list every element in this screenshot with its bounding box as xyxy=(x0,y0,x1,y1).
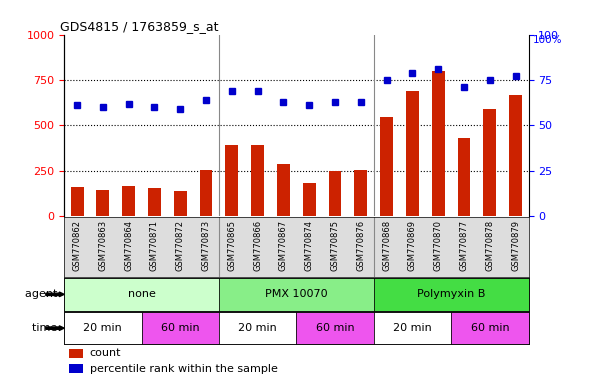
Text: 20 min: 20 min xyxy=(238,323,277,333)
Text: GSM770862: GSM770862 xyxy=(73,220,81,271)
Bar xyxy=(406,91,419,216)
Bar xyxy=(148,188,161,216)
Bar xyxy=(483,109,496,216)
Text: GSM770870: GSM770870 xyxy=(434,220,443,271)
Text: GSM770864: GSM770864 xyxy=(124,220,133,271)
Bar xyxy=(458,138,470,216)
Bar xyxy=(354,170,367,216)
Bar xyxy=(200,170,213,216)
Text: 100%: 100% xyxy=(533,35,563,45)
Text: GSM770868: GSM770868 xyxy=(382,220,391,271)
Text: agent: agent xyxy=(25,289,61,300)
Text: GSM770874: GSM770874 xyxy=(305,220,313,271)
Text: GSM770867: GSM770867 xyxy=(279,220,288,271)
Text: count: count xyxy=(90,348,121,358)
Text: GDS4815 / 1763859_s_at: GDS4815 / 1763859_s_at xyxy=(59,20,218,33)
Bar xyxy=(97,190,109,216)
Bar xyxy=(329,171,342,216)
Bar xyxy=(225,146,238,216)
Text: GSM770871: GSM770871 xyxy=(150,220,159,271)
Bar xyxy=(64,312,142,344)
Text: GSM770879: GSM770879 xyxy=(511,220,520,271)
Text: GSM770869: GSM770869 xyxy=(408,220,417,271)
Text: GSM770877: GSM770877 xyxy=(459,220,469,271)
Bar xyxy=(296,312,374,344)
Bar xyxy=(69,364,82,373)
Bar xyxy=(303,182,316,216)
Bar xyxy=(432,71,445,216)
Text: none: none xyxy=(128,289,155,300)
Text: PMX 10070: PMX 10070 xyxy=(265,289,327,300)
Text: 60 min: 60 min xyxy=(470,323,509,333)
Bar xyxy=(251,146,264,216)
Bar xyxy=(451,312,529,344)
Text: GSM770878: GSM770878 xyxy=(485,220,494,271)
Bar xyxy=(69,349,82,358)
Bar xyxy=(380,117,393,216)
Text: GSM770865: GSM770865 xyxy=(227,220,236,271)
Bar xyxy=(219,278,374,311)
Bar xyxy=(219,312,296,344)
Bar xyxy=(142,312,219,344)
Bar xyxy=(71,187,84,216)
Text: time: time xyxy=(32,323,61,333)
Text: 20 min: 20 min xyxy=(84,323,122,333)
Text: percentile rank within the sample: percentile rank within the sample xyxy=(90,364,277,374)
Text: GSM770876: GSM770876 xyxy=(356,220,365,271)
Text: GSM770863: GSM770863 xyxy=(98,220,108,271)
Bar xyxy=(122,186,135,216)
Bar xyxy=(374,278,529,311)
Text: GSM770872: GSM770872 xyxy=(176,220,185,271)
Text: 60 min: 60 min xyxy=(161,323,200,333)
Text: 20 min: 20 min xyxy=(393,323,432,333)
Bar xyxy=(374,312,451,344)
Text: GSM770866: GSM770866 xyxy=(253,220,262,271)
Bar xyxy=(174,191,187,216)
Text: Polymyxin B: Polymyxin B xyxy=(417,289,485,300)
Bar xyxy=(64,278,219,311)
Bar xyxy=(509,95,522,216)
Text: GSM770875: GSM770875 xyxy=(331,220,340,271)
Text: 60 min: 60 min xyxy=(316,323,354,333)
Text: GSM770873: GSM770873 xyxy=(202,220,211,271)
Bar xyxy=(277,164,290,216)
